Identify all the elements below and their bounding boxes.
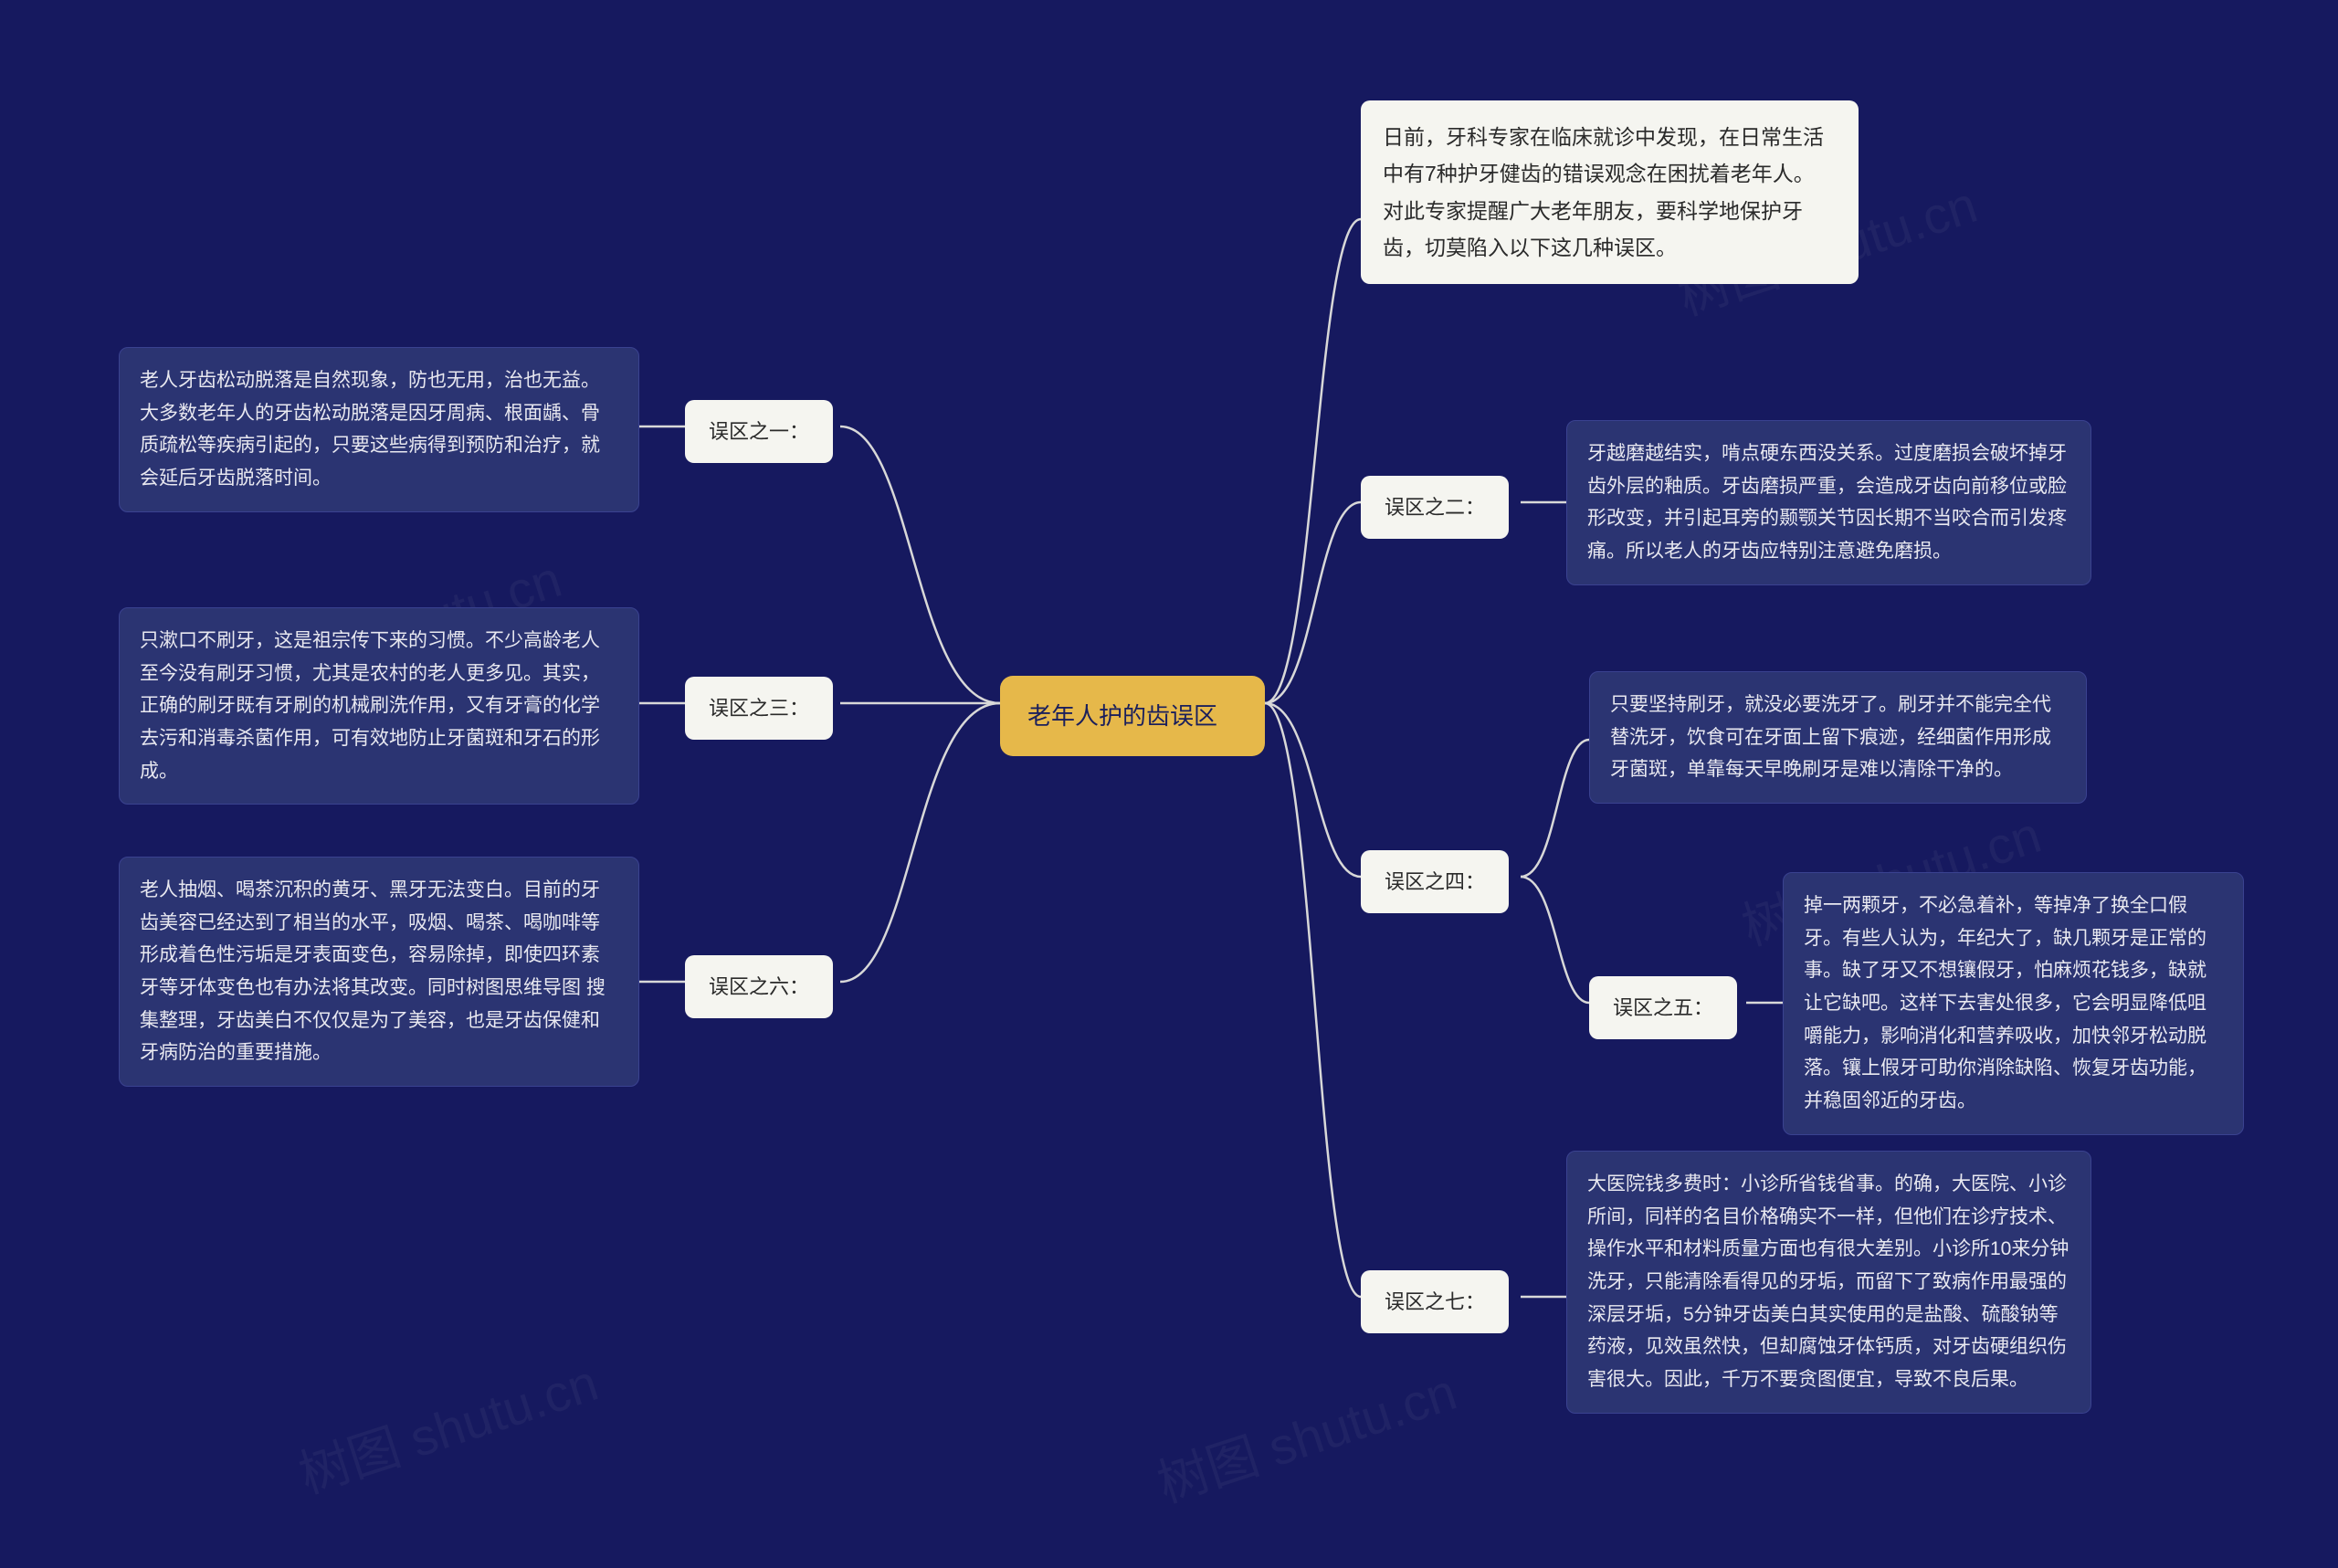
right-desc-2[interactable]: 牙越磨越结实，啃点硬东西没关系。过度磨损会破坏掉牙齿外层的釉质。牙齿磨损严重，会… (1566, 420, 2091, 585)
desc-text: 牙越磨越结实，啃点硬东西没关系。过度磨损会破坏掉牙齿外层的釉质。牙齿磨损严重，会… (1587, 443, 2067, 562)
watermark: 树图 shutu.cn (1147, 1352, 1465, 1518)
watermark: 树图 shutu.cn (289, 1342, 606, 1509)
label-text: 误区之二： (1385, 496, 1485, 519)
left-desc-6[interactable]: 老人抽烟、喝茶沉积的黄牙、黑牙无法变白。目前的牙齿美容已经达到了相当的水平，吸烟… (119, 857, 639, 1087)
label-text: 误区之七： (1385, 1290, 1485, 1313)
center-title: 老年人护的齿误区 (1027, 702, 1217, 730)
label-text: 误区之一： (709, 420, 809, 443)
left-desc-3[interactable]: 只漱口不刷牙，这是祖宗传下来的习惯。不少高龄老人至今没有刷牙习惯，尤其是农村的老… (119, 607, 639, 805)
label-text: 误区之三： (709, 697, 809, 720)
label-text: 误区之五： (1613, 996, 1713, 1019)
intro-node[interactable]: 日前，牙科专家在临床就诊中发现，在日常生活中有7种护牙健齿的错误观念在困扰着老年… (1361, 100, 1859, 284)
intro-text: 日前，牙科专家在临床就诊中发现，在日常生活中有7种护牙健齿的错误观念在困扰着老年… (1383, 125, 1824, 259)
right-label-7[interactable]: 误区之七： (1361, 1270, 1509, 1333)
right-label-5[interactable]: 误区之五： (1589, 976, 1737, 1039)
right-label-4[interactable]: 误区之四： (1361, 850, 1509, 913)
desc-text: 老人牙齿松动脱落是自然现象，防也无用，治也无益。大多数老年人的牙齿松动脱落是因牙… (140, 370, 600, 489)
desc-text: 掉一两颗牙，不必急着补，等掉净了换全口假牙。有些人认为，年纪大了，缺几颗牙是正常… (1804, 895, 2206, 1111)
right-desc-4a[interactable]: 只要坚持刷牙，就没必要洗牙了。刷牙并不能完全代替洗牙，饮食可在牙面上留下痕迹，经… (1589, 671, 2087, 804)
label-text: 误区之六： (709, 975, 809, 998)
mindmap-center-node[interactable]: 老年人护的齿误区 (1000, 676, 1265, 756)
left-desc-1[interactable]: 老人牙齿松动脱落是自然现象，防也无用，治也无益。大多数老年人的牙齿松动脱落是因牙… (119, 347, 639, 512)
right-desc-5[interactable]: 掉一两颗牙，不必急着补，等掉净了换全口假牙。有些人认为，年纪大了，缺几颗牙是正常… (1783, 872, 2244, 1135)
right-desc-7[interactable]: 大医院钱多费时：小诊所省钱省事。的确，大医院、小诊所间，同样的名目价格确实不一样… (1566, 1151, 2091, 1414)
label-text: 误区之四： (1385, 870, 1485, 893)
left-label-6[interactable]: 误区之六： (685, 955, 833, 1018)
desc-text: 大医院钱多费时：小诊所省钱省事。的确，大医院、小诊所间，同样的名目价格确实不一样… (1587, 1173, 2069, 1390)
right-label-2[interactable]: 误区之二： (1361, 476, 1509, 539)
desc-text: 只漱口不刷牙，这是祖宗传下来的习惯。不少高龄老人至今没有刷牙习惯，尤其是农村的老… (140, 630, 600, 782)
left-label-1[interactable]: 误区之一： (685, 400, 833, 463)
desc-text: 只要坚持刷牙，就没必要洗牙了。刷牙并不能完全代替洗牙，饮食可在牙面上留下痕迹，经… (1610, 694, 2051, 780)
desc-text: 老人抽烟、喝茶沉积的黄牙、黑牙无法变白。目前的牙齿美容已经达到了相当的水平，吸烟… (140, 879, 606, 1063)
left-label-3[interactable]: 误区之三： (685, 677, 833, 740)
